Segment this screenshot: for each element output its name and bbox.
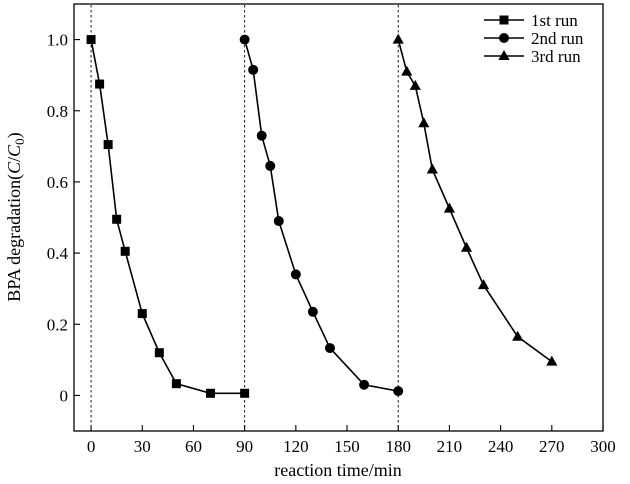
plot-frame [73,3,604,432]
x-tick-label: 240 [488,437,514,456]
triangle-marker [426,163,438,174]
x-axis-ticks: 0 30 60 90 120 150 180 210 240 270 300 [87,425,616,456]
square-marker [120,246,130,256]
circle-marker [393,386,404,397]
circle-marker [359,379,370,390]
y-axis-ticks: 0 0.2 0.4 0.6 0.8 1.0 [47,31,80,405]
y-tick-label: 0.2 [47,315,68,334]
square-marker [499,15,509,25]
square-marker [86,35,96,45]
circle-marker [248,64,259,75]
x-tick-label: 270 [539,437,565,456]
triangle-marker [443,202,456,213]
square-marker [112,214,122,224]
x-tick-label: 90 [236,437,253,456]
triangle-marker [498,50,510,60]
series-2 [239,34,404,397]
square-marker [171,379,181,389]
x-tick-label: 300 [590,437,616,456]
circle-marker [324,343,335,354]
legend-label: 2nd run [531,29,584,48]
square-marker [154,348,164,358]
triangle-marker [401,65,413,76]
series-line [90,39,245,395]
triangle-marker [512,330,524,341]
legend-entry: 3rd run [484,47,581,66]
series-3 [392,33,558,366]
x-axis-title: reaction time/min [274,460,401,480]
circle-marker [499,33,509,43]
square-marker [240,388,250,398]
series-line [243,39,399,392]
x-tick-label: 150 [334,437,360,456]
legend-label: 1st run [531,11,578,30]
legend-entry: 1st run [484,11,578,30]
legend-entry: 2nd run [484,29,584,48]
data-series [86,33,558,398]
circle-marker [273,216,284,227]
y-tick-label: 1.0 [47,31,68,50]
y-tick-label: 0.6 [47,173,68,192]
circle-marker [256,130,267,141]
circle-marker [239,34,250,45]
triangle-marker [460,241,473,252]
circle-marker [307,306,318,317]
x-tick-label: 0 [87,437,96,456]
x-tick-label: 60 [185,437,202,456]
y-tick-label: 0.4 [47,244,69,263]
triangle-marker [546,355,558,366]
square-marker [103,140,113,150]
triangle-marker [418,117,430,128]
x-tick-label: 120 [283,437,309,456]
triangle-marker [477,279,490,290]
legend-label: 3rd run [531,47,581,66]
circle-marker [265,160,276,171]
triangle-marker [392,33,404,44]
dashed-guide-lines [90,5,399,431]
square-marker [95,79,105,89]
y-tick-label: 0.8 [47,102,68,121]
square-marker [206,388,216,398]
series-line [397,39,553,363]
y-tick-label: 0 [60,386,69,405]
x-tick-label: 30 [134,437,151,456]
triangle-marker [409,79,421,90]
circle-marker [290,269,301,280]
x-tick-label: 210 [437,437,463,456]
square-marker [137,309,147,319]
series-1 [86,35,250,398]
y-axis-title: BPA degradation(C/C0) [4,132,27,301]
x-tick-label: 180 [385,437,411,456]
